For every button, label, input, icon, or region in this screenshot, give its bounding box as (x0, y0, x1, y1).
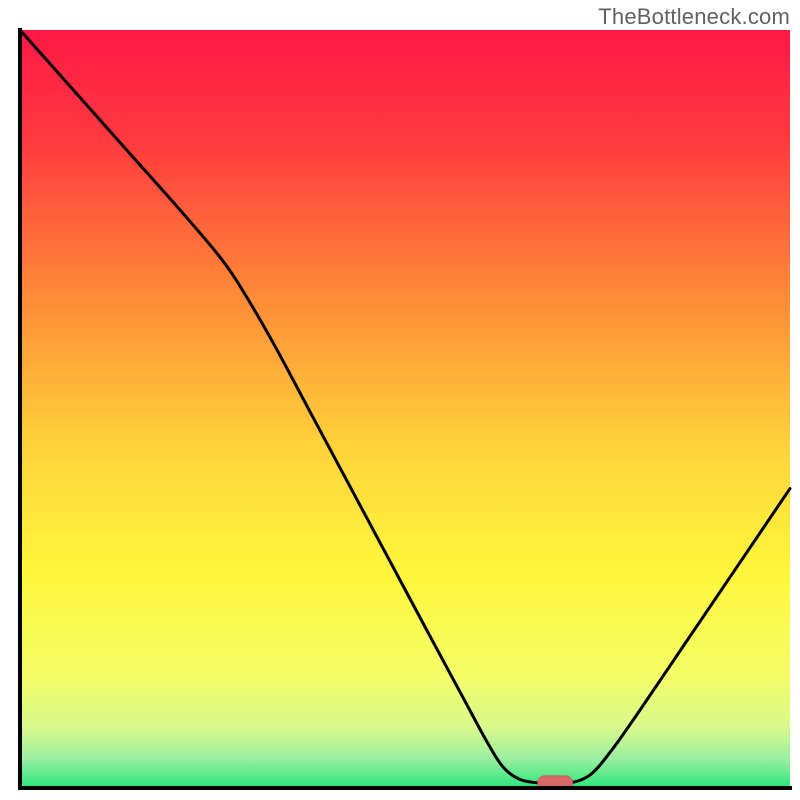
watermark-text: TheBottleneck.com (598, 4, 790, 30)
bottleneck-chart (0, 0, 800, 800)
gradient-background (20, 30, 790, 788)
chart-svg (0, 0, 800, 800)
